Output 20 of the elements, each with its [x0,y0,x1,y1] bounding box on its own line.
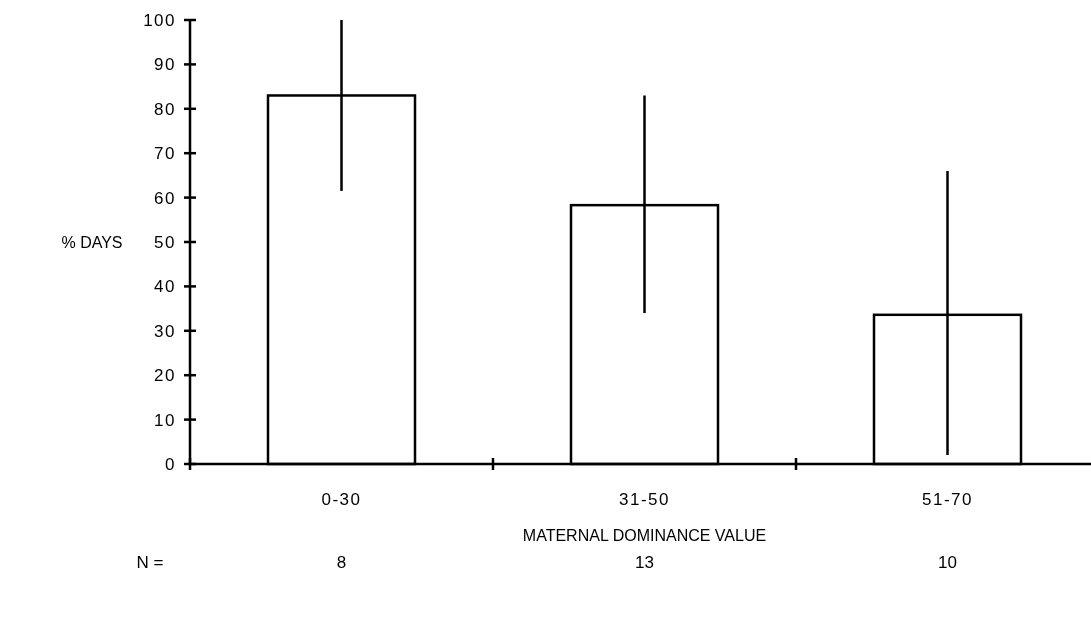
y-axis-title: % DAYS [61,234,123,251]
y-tick-label: 50 [154,232,176,252]
text: 10 [938,553,957,572]
y-tick-label: 80 [154,99,176,119]
y-tick-label: 40 [154,277,176,297]
x-tick-label: 51-70 [922,490,973,509]
y-tick-label: 10 [154,410,176,430]
x-tick-label: 31-50 [619,490,670,509]
text: 13 [635,553,654,572]
x-tick-label: 0-30 [321,490,362,509]
y-tick-label: 30 [154,321,176,341]
y-tick-label: 70 [154,144,176,164]
text: N = [136,553,164,572]
x-axis-title: MATERNAL DOMINANCE VALUE [522,527,767,544]
text: 8 [336,553,347,572]
y-tick-label: 60 [154,188,176,208]
y-tick-label: 100 [143,10,176,30]
y-tick-label: 90 [154,55,176,75]
y-tick-label: 0 [165,454,176,474]
y-tick-label: 20 [154,366,176,386]
